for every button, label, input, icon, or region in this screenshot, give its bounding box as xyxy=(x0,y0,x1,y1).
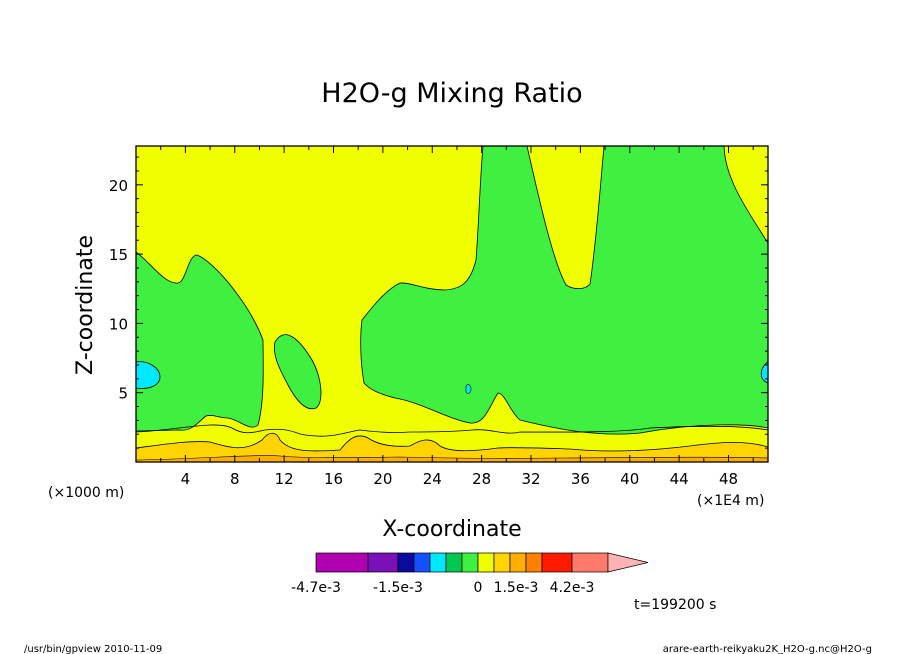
colorbar-extension-arrow xyxy=(607,552,649,573)
x-tick-label: 48 xyxy=(719,470,738,488)
chart-title: H2O-g Mixing Ratio xyxy=(321,78,582,109)
colorbar-swatch xyxy=(541,552,573,573)
contour-region-green-ellipse xyxy=(273,334,322,410)
y-tick-label: 10 xyxy=(109,315,128,333)
colorbar-swatch xyxy=(509,552,527,573)
time-label: t=199200 s xyxy=(634,597,716,613)
colorbar xyxy=(315,552,649,573)
colorbar-swatch xyxy=(429,552,447,573)
colorbar-swatch xyxy=(493,552,511,573)
contour-line-lower xyxy=(136,424,768,437)
colorbar-label: 4.2e-3 xyxy=(550,580,595,596)
x-tick-label: 4 xyxy=(181,470,191,488)
y-tick-label: 5 xyxy=(118,385,128,403)
x-tick-label: 8 xyxy=(230,470,240,488)
y-axis-label: Z-coordinate xyxy=(73,235,98,375)
x-axis: 4 8 12 16 20 24 28 32 36 40 44 48 xyxy=(160,146,754,488)
x-tick-label: 20 xyxy=(373,470,392,488)
plot-frame xyxy=(135,145,769,463)
x-unit-right: (×1E4 m) xyxy=(697,493,764,509)
colorbar-swatch xyxy=(367,552,399,573)
colorbar-swatch xyxy=(525,552,543,573)
colorbar-swatch xyxy=(413,552,431,573)
colorbar-labels: -4.7e-3 -1.5e-3 0 1.5e-3 4.2e-3 xyxy=(291,580,594,596)
contour-negative-spot-mid xyxy=(465,384,472,394)
contour-region-low-level xyxy=(136,432,768,462)
x-tick-label: 36 xyxy=(571,470,590,488)
x-tick-label: 32 xyxy=(521,470,540,488)
x-tick-label: 28 xyxy=(472,470,491,488)
colorbar-swatch xyxy=(477,552,495,573)
y-tick-label: 20 xyxy=(109,177,128,195)
colorbar-label: -4.7e-3 xyxy=(291,580,341,596)
footer-left: /usr/bin/gpview 2010-11-09 xyxy=(24,644,162,654)
x-tick-label: 16 xyxy=(324,470,343,488)
y-tick-label: 15 xyxy=(109,246,128,264)
contour-region-green-right xyxy=(360,146,768,435)
x-tick-label: 44 xyxy=(670,470,689,488)
contour-region-near-surface xyxy=(136,455,768,462)
footer-right: arare-earth-reikyaku2K_H2O-g.nc@H2O-g xyxy=(663,644,872,654)
colorbar-swatch xyxy=(445,552,463,573)
x-unit-left: (×1000 m) xyxy=(48,485,124,501)
colorbar-swatch xyxy=(397,552,415,573)
x-tick-label: 12 xyxy=(275,470,294,488)
colorbar-label: 0 xyxy=(474,580,483,596)
y-axis: 5 10 15 20 xyxy=(109,156,768,449)
contour-region-green-left xyxy=(136,251,264,432)
colorbar-label: 1.5e-3 xyxy=(494,580,539,596)
colorbar-swatch xyxy=(461,552,479,573)
colorbar-swatch xyxy=(571,552,609,573)
x-tick-label: 40 xyxy=(620,470,639,488)
x-tick-label: 24 xyxy=(423,470,442,488)
colorbar-swatch xyxy=(315,552,369,573)
colorbar-label: -1.5e-3 xyxy=(373,580,423,596)
contour-negative-spot-left xyxy=(136,361,161,389)
contour-plot-area xyxy=(136,146,768,462)
x-axis-label: X-coordinate xyxy=(382,517,521,542)
